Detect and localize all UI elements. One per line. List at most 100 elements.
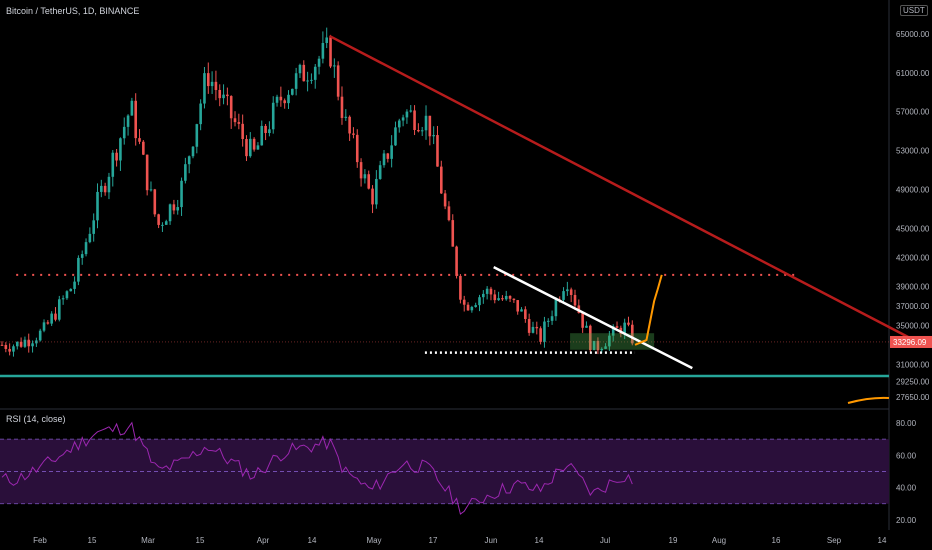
candle-body xyxy=(61,298,65,300)
candle-body xyxy=(203,73,206,104)
candle-body xyxy=(531,326,535,333)
candle-body xyxy=(287,94,290,104)
candle-body xyxy=(8,348,11,352)
candle-body xyxy=(516,300,519,312)
candle-body xyxy=(23,339,27,347)
candle-body xyxy=(84,242,88,255)
candle-body xyxy=(440,166,443,194)
candle-body xyxy=(138,138,141,142)
candle-body xyxy=(543,321,546,342)
candle-body xyxy=(608,335,611,347)
candle-body xyxy=(336,65,340,97)
candle-body xyxy=(566,289,569,292)
price-tick-label: 39000.00 xyxy=(896,283,930,292)
candle-body xyxy=(260,125,264,146)
price-tick-label: 27650.00 xyxy=(896,393,930,402)
candle-body xyxy=(569,289,573,295)
candle-body xyxy=(535,326,539,329)
candle-body xyxy=(119,138,122,161)
candle-body xyxy=(420,130,424,132)
candle-body xyxy=(428,115,432,137)
candle-body xyxy=(69,288,73,292)
candle-body xyxy=(482,293,485,298)
candle-body xyxy=(397,120,401,128)
candle-body xyxy=(268,129,271,134)
candle-body xyxy=(588,325,592,351)
candle-body xyxy=(65,291,69,299)
candle-body xyxy=(80,254,84,258)
candle-body xyxy=(73,281,76,289)
candle-body xyxy=(107,176,111,193)
time-tick-label: May xyxy=(366,536,381,545)
orange-projection-path[interactable] xyxy=(634,274,663,346)
candle-body xyxy=(145,154,149,191)
candle-body xyxy=(291,88,294,95)
time-tick-label: Aug xyxy=(712,536,726,545)
candle-body xyxy=(19,341,23,347)
price-tick-label: 35000.00 xyxy=(896,321,930,330)
candle-body xyxy=(489,288,493,295)
white-trendline[interactable] xyxy=(493,266,693,370)
time-tick-label: 14 xyxy=(308,536,317,545)
candle-body xyxy=(348,116,351,134)
candle-body xyxy=(436,135,439,167)
candle-body xyxy=(12,346,15,352)
candle-body xyxy=(100,185,103,192)
candle-body xyxy=(455,246,458,276)
candle-body xyxy=(321,42,325,59)
candle-body xyxy=(310,79,313,81)
candle-body xyxy=(554,299,558,317)
candle-body xyxy=(527,319,531,333)
candle-body xyxy=(413,110,416,131)
candle-body xyxy=(195,124,199,147)
candle-body xyxy=(164,221,168,225)
candle-body xyxy=(50,313,53,324)
time-tick-label: 15 xyxy=(196,536,205,545)
time-tick-label: 15 xyxy=(88,536,97,545)
candle-body xyxy=(0,344,4,346)
candle-body xyxy=(409,110,413,112)
time-tick-label: 14 xyxy=(878,536,887,545)
candle-body xyxy=(352,133,355,135)
time-tick-label: Feb xyxy=(33,536,47,545)
candle-body xyxy=(417,130,420,132)
candle-body xyxy=(573,294,577,306)
candle-body xyxy=(615,326,619,328)
candle-body xyxy=(96,191,99,221)
candle-body xyxy=(168,204,172,222)
candle-body xyxy=(401,117,405,121)
candle-body xyxy=(424,115,428,131)
candle-body xyxy=(27,339,31,347)
red-trendline[interactable] xyxy=(328,34,915,342)
candle-body xyxy=(298,64,302,74)
price-tick-label: 45000.00 xyxy=(896,224,930,233)
symbol-title: Bitcoin / TetherUS, 1D, BINANCE xyxy=(6,6,140,16)
candle-body xyxy=(264,125,267,134)
candle-body xyxy=(329,37,332,67)
candle-body xyxy=(130,100,134,116)
candle-body xyxy=(4,345,8,349)
candle-body xyxy=(214,81,218,90)
candle-body xyxy=(42,322,46,331)
price-tick-label: 65000.00 xyxy=(896,30,930,39)
candle-body xyxy=(302,64,306,82)
candle-body xyxy=(596,340,600,351)
price-tick-label: 37000.00 xyxy=(896,302,930,311)
candle-body xyxy=(371,188,374,205)
candle-body xyxy=(325,37,328,43)
time-tick-label: 14 xyxy=(535,536,544,545)
candle-body xyxy=(459,275,462,300)
candle-body xyxy=(149,189,153,191)
candle-body xyxy=(367,174,371,189)
candle-body xyxy=(283,100,286,104)
time-tick-label: Jun xyxy=(485,536,498,545)
candle-body xyxy=(218,89,222,99)
candle-body xyxy=(161,224,164,226)
candle-body xyxy=(271,102,275,130)
candle-body xyxy=(38,330,42,341)
candle-body xyxy=(88,233,92,243)
currency-badge[interactable]: USDT xyxy=(900,5,928,16)
candle-body xyxy=(359,162,363,179)
candle-body xyxy=(111,152,115,177)
